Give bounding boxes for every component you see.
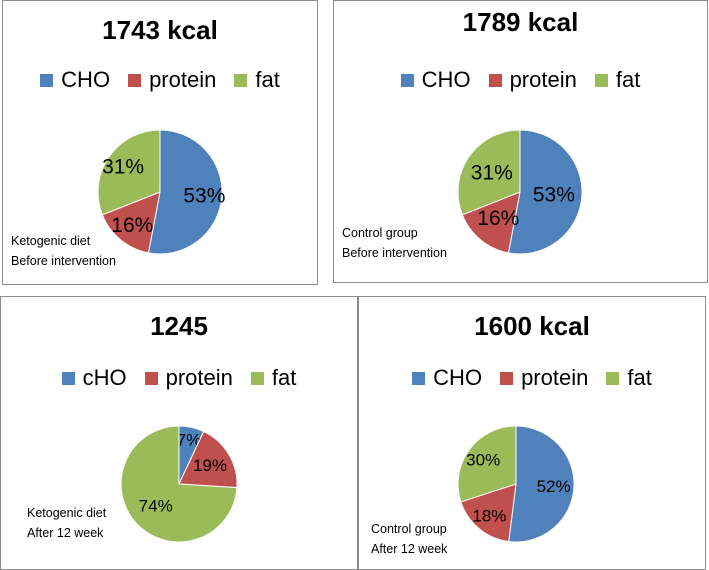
pie-slice-fat-1: [97, 129, 161, 216]
chart-note-line: After 12 week: [27, 526, 104, 540]
legend-item-protein: protein: [488, 67, 577, 93]
chart-title: 1789 kcal: [462, 7, 579, 37]
legend-label-fat: fat: [271, 365, 297, 390]
legend-swatch-cho: [61, 371, 75, 385]
legend-item-protein: protein: [500, 365, 588, 391]
legend-label-cho: CHO: [61, 67, 111, 92]
pie-slice-fat-4: [457, 425, 517, 503]
legend-item-protein: protein: [128, 67, 216, 93]
legend-item-fat: fat: [234, 67, 280, 93]
legend-swatch-protein: [128, 73, 142, 87]
pie-label-fat-1: 31%: [102, 155, 144, 178]
chart-note: Control group After 12 week: [371, 519, 447, 559]
legend-label-fat: fat: [255, 67, 280, 92]
legend-swatch-cho: [412, 371, 426, 385]
chart-legend: CHO protein fat: [3, 67, 317, 93]
legend-label-cho: CHO: [433, 365, 483, 390]
legend-swatch-fat: [250, 371, 264, 385]
pie-slice-cho-2: [507, 129, 583, 255]
pie-label-protein-2: 16%: [477, 207, 519, 230]
pie-slice-protein-3: [178, 430, 238, 489]
pie-label-protein-4: 18%: [472, 507, 506, 526]
pie-slice-protein-2: [461, 191, 521, 254]
legend-item-cho: cHO: [61, 365, 127, 391]
chart-note: Ketogenic diet Before intervention: [11, 231, 116, 271]
legend-item-protein: protein: [144, 365, 233, 391]
chart-note-line: Control group: [371, 522, 447, 536]
legend-item-fat: fat: [606, 365, 652, 391]
legend-label-protein: protein: [149, 67, 217, 92]
chart-note-line: Ketogenic diet: [27, 506, 107, 520]
pie-slice-fat-3: [120, 425, 238, 543]
pie-slice-protein-1: [101, 191, 161, 254]
legend-item-fat: fat: [250, 365, 297, 391]
legend-label-fat: fat: [627, 365, 652, 390]
legend-label-protein: protein: [521, 365, 589, 390]
pie-label-cho-3: 7%: [177, 430, 202, 449]
chart-note: Ketogenic diet After 12 week: [27, 503, 106, 543]
legend-swatch-fat: [234, 73, 248, 87]
legend-label-cho: cHO: [82, 365, 127, 390]
legend-swatch-protein: [144, 371, 158, 385]
pie-label-fat-2: 31%: [471, 161, 513, 184]
legend-item-cho: CHO: [400, 67, 471, 93]
legend-swatch-protein: [500, 371, 514, 385]
pie-label-cho-1: 53%: [183, 185, 225, 208]
chart-note-line: Control group: [342, 226, 418, 240]
legend-item-cho: CHO: [40, 67, 110, 93]
chart-title: 1743 kcal: [102, 15, 218, 45]
chart-legend: cHO protein fat: [1, 365, 357, 391]
legend-item-fat: fat: [594, 67, 641, 93]
chart-note: Control group Before intervention: [342, 223, 447, 263]
legend-label-cho: CHO: [421, 67, 471, 92]
legend-label-protein: protein: [509, 67, 577, 92]
chart-legend: CHO protein fat: [359, 365, 705, 391]
legend-swatch-cho: [40, 73, 54, 87]
pie-label-fat-3: 74%: [139, 496, 173, 515]
chart-title: 1600 kcal: [474, 311, 590, 341]
chart-note-line: After 12 week: [371, 542, 448, 556]
pie-label-fat-4: 30%: [466, 451, 500, 470]
chart-note-line: Before intervention: [11, 254, 116, 268]
chart-note-line: Before intervention: [342, 246, 447, 260]
pie-label-cho-2: 53%: [533, 184, 575, 207]
legend-label-protein: protein: [165, 365, 233, 390]
pie-label-cho-4: 52%: [537, 477, 571, 496]
legend-swatch-fat: [594, 73, 608, 87]
pie-label-protein-3: 19%: [193, 456, 227, 475]
pie-slice-protein-4: [460, 483, 517, 543]
chart-legend: CHO protein fat: [334, 67, 707, 93]
legend-item-cho: CHO: [412, 365, 482, 391]
pie-slice-cho-4: [508, 425, 575, 543]
pie-label-protein-1: 16%: [111, 214, 153, 237]
pie-slice-cho-1: [147, 129, 223, 255]
pie-slice-fat-2: [457, 129, 521, 216]
legend-swatch-fat: [606, 371, 620, 385]
legend-label-fat: fat: [615, 67, 641, 92]
chart-title: 1245: [150, 311, 208, 341]
legend-swatch-protein: [488, 73, 502, 87]
chart-note-line: Ketogenic diet: [11, 234, 91, 248]
legend-swatch-cho: [400, 73, 414, 87]
